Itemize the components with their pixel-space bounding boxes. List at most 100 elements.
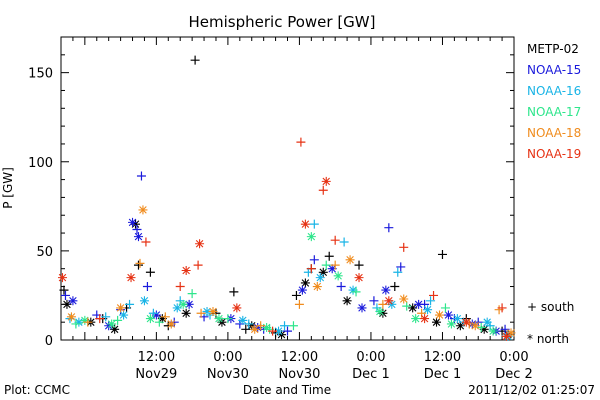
- point-south: [336, 282, 346, 292]
- point-north: [348, 285, 358, 295]
- x-axis-label: Date and Time: [243, 383, 331, 397]
- marker-key-north: * north: [527, 332, 569, 346]
- y-axis-label: P [GW]: [1, 167, 15, 209]
- point-north: [138, 205, 148, 215]
- point-south: [294, 299, 304, 309]
- point-south: [95, 314, 105, 324]
- x-axis: 12:00 Nov29 0:00 Nov30 12:00 Nov30 0:00 Dec 1 12…: [60, 37, 533, 382]
- point-south: [142, 282, 152, 292]
- point-north: [306, 232, 316, 242]
- point-north: [446, 319, 456, 329]
- point-north: [133, 232, 143, 242]
- point-north: [172, 303, 182, 313]
- y-tick-label: 50: [36, 245, 53, 260]
- point-north: [253, 323, 263, 333]
- legend-entry: NOAA-19: [527, 147, 581, 161]
- point-north: [506, 328, 516, 338]
- point-south: [369, 296, 379, 306]
- point-south: [321, 260, 331, 270]
- x-tick-label-date: Dec 1: [352, 367, 390, 382]
- point-north: [214, 314, 224, 324]
- point-south: [190, 55, 200, 65]
- point-north: [452, 314, 462, 324]
- point-north: [116, 303, 126, 313]
- x-tick-label-time: 12:00: [281, 350, 318, 365]
- point-north: [151, 310, 161, 320]
- y-tick-label: 100: [28, 156, 53, 171]
- x-tick-label-time: 0:00: [499, 350, 528, 365]
- footer-source: Plot: CCMC: [4, 383, 70, 397]
- point-north: [434, 310, 444, 320]
- point-south: [136, 171, 146, 181]
- x-tick-label-date: Nov29: [135, 367, 177, 382]
- point-south: [384, 223, 394, 233]
- point-south: [145, 267, 155, 277]
- point-north: [107, 319, 117, 329]
- point-north: [181, 265, 191, 275]
- point-north: [139, 296, 149, 306]
- point-north: [297, 285, 307, 295]
- y-axis: 0 50 100 150: [28, 54, 514, 349]
- point-south: [141, 237, 151, 247]
- point-north: [342, 296, 352, 306]
- point-north: [80, 315, 90, 325]
- point-north: [482, 317, 492, 327]
- point-south: [291, 290, 301, 300]
- point-north: [318, 267, 328, 277]
- x-tick-label-date: Nov30: [207, 367, 249, 382]
- point-north: [461, 317, 471, 327]
- point-north: [104, 321, 114, 331]
- point-north: [354, 273, 364, 283]
- marker-key: + south * north: [527, 300, 574, 346]
- point-north: [232, 303, 242, 313]
- point-north: [443, 310, 453, 320]
- point-north: [181, 308, 191, 318]
- point-north: [145, 314, 155, 324]
- legend-entry: NOAA-16: [527, 84, 581, 98]
- point-north: [128, 217, 138, 227]
- point-north: [502, 331, 512, 341]
- point-north: [423, 305, 433, 315]
- x-tick-label-time: 0:00: [213, 350, 242, 365]
- point-north: [321, 176, 331, 186]
- point-north: [166, 319, 176, 329]
- point-north: [381, 285, 391, 295]
- x-tick-label-time: 12:00: [138, 350, 175, 365]
- point-south: [133, 260, 143, 270]
- point-south: [324, 251, 334, 261]
- x-tick-label-time: 12:00: [424, 350, 461, 365]
- point-north: [119, 310, 129, 320]
- point-south: [309, 255, 319, 265]
- series-6: [57, 137, 512, 341]
- point-north: [488, 326, 498, 336]
- point-north: [110, 324, 120, 334]
- point-south: [330, 260, 340, 270]
- point-south: [160, 312, 170, 322]
- point-north: [375, 306, 385, 316]
- point-north: [479, 324, 489, 334]
- legend: METP-02 NOAA-15 NOAA-16 NOAA-17 NOAA-18 NOAA-…: [527, 42, 581, 161]
- point-north: [238, 315, 248, 325]
- point-south: [223, 314, 233, 324]
- y-tick-label: 150: [28, 67, 53, 82]
- point-north: [184, 299, 194, 309]
- point-north: [300, 219, 310, 229]
- series-1: [59, 55, 513, 340]
- point-south: [437, 249, 447, 259]
- point-south: [125, 299, 135, 309]
- series-4: [71, 232, 498, 336]
- point-north: [126, 273, 136, 283]
- point-south: [440, 303, 450, 313]
- point-south: [309, 219, 319, 229]
- legend-entry: NOAA-15: [527, 63, 581, 77]
- point-south: [296, 137, 306, 147]
- point-south: [393, 267, 403, 277]
- point-south: [306, 264, 316, 274]
- point-north: [470, 321, 480, 331]
- point-south: [330, 235, 340, 245]
- point-south: [426, 296, 436, 306]
- point-south: [60, 290, 70, 300]
- plot-frame: [60, 36, 515, 341]
- point-south: [175, 282, 185, 292]
